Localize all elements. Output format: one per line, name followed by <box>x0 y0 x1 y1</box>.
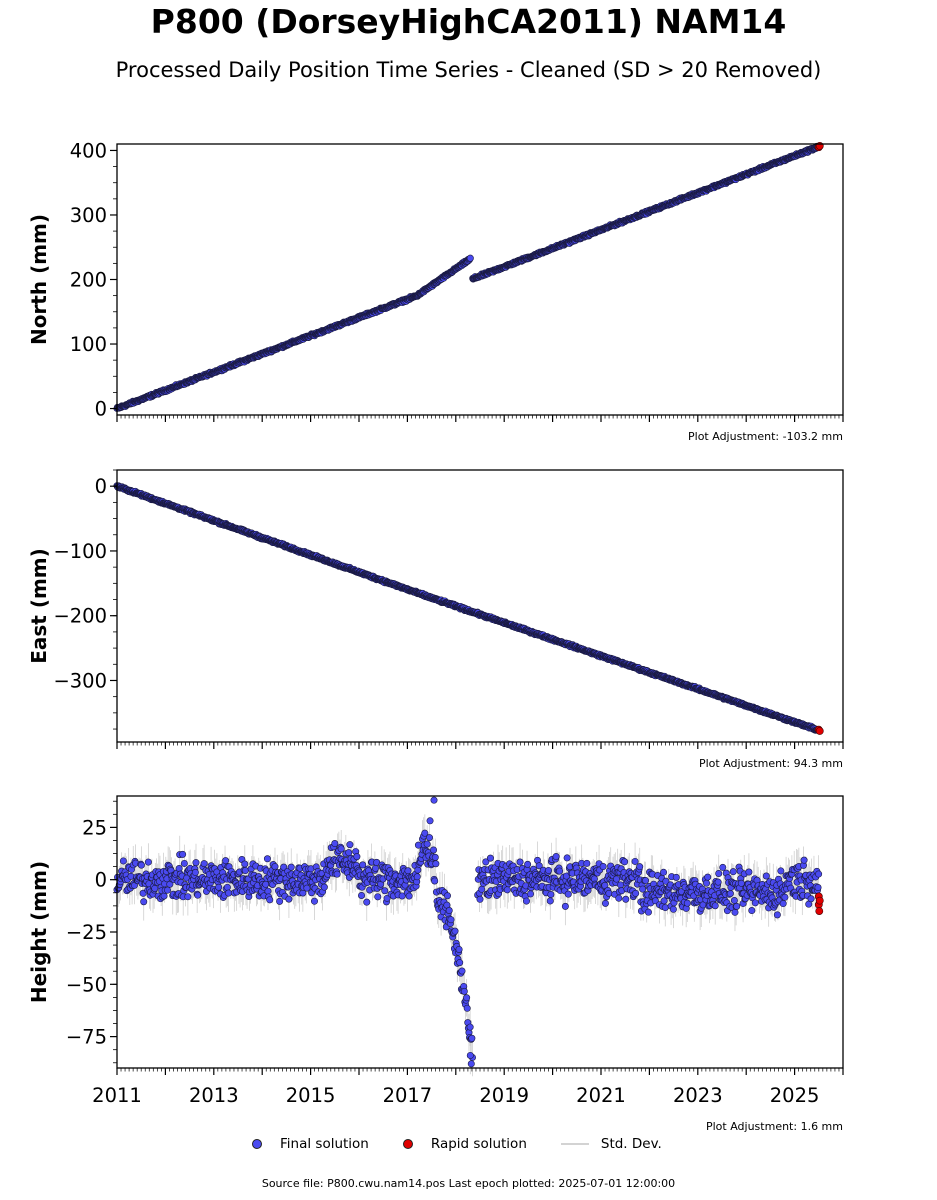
y-axis-label: North (mm) <box>27 214 51 345</box>
y-tick-label: 400 <box>70 139 107 162</box>
y-tick-label: 200 <box>70 269 107 292</box>
y-tick-label: 300 <box>70 204 107 227</box>
final-solution-point <box>466 254 474 262</box>
y-tick-label: 100 <box>70 333 107 356</box>
y-tick-label: 0 <box>95 398 107 421</box>
page-subtitle: Processed Daily Position Time Series - C… <box>115 58 822 82</box>
page-title: P800 (DorseyHighCA2011) NAM14 <box>150 2 787 41</box>
plot-adjustment-note: Plot Adjustment: -103.2 mm <box>688 430 843 443</box>
